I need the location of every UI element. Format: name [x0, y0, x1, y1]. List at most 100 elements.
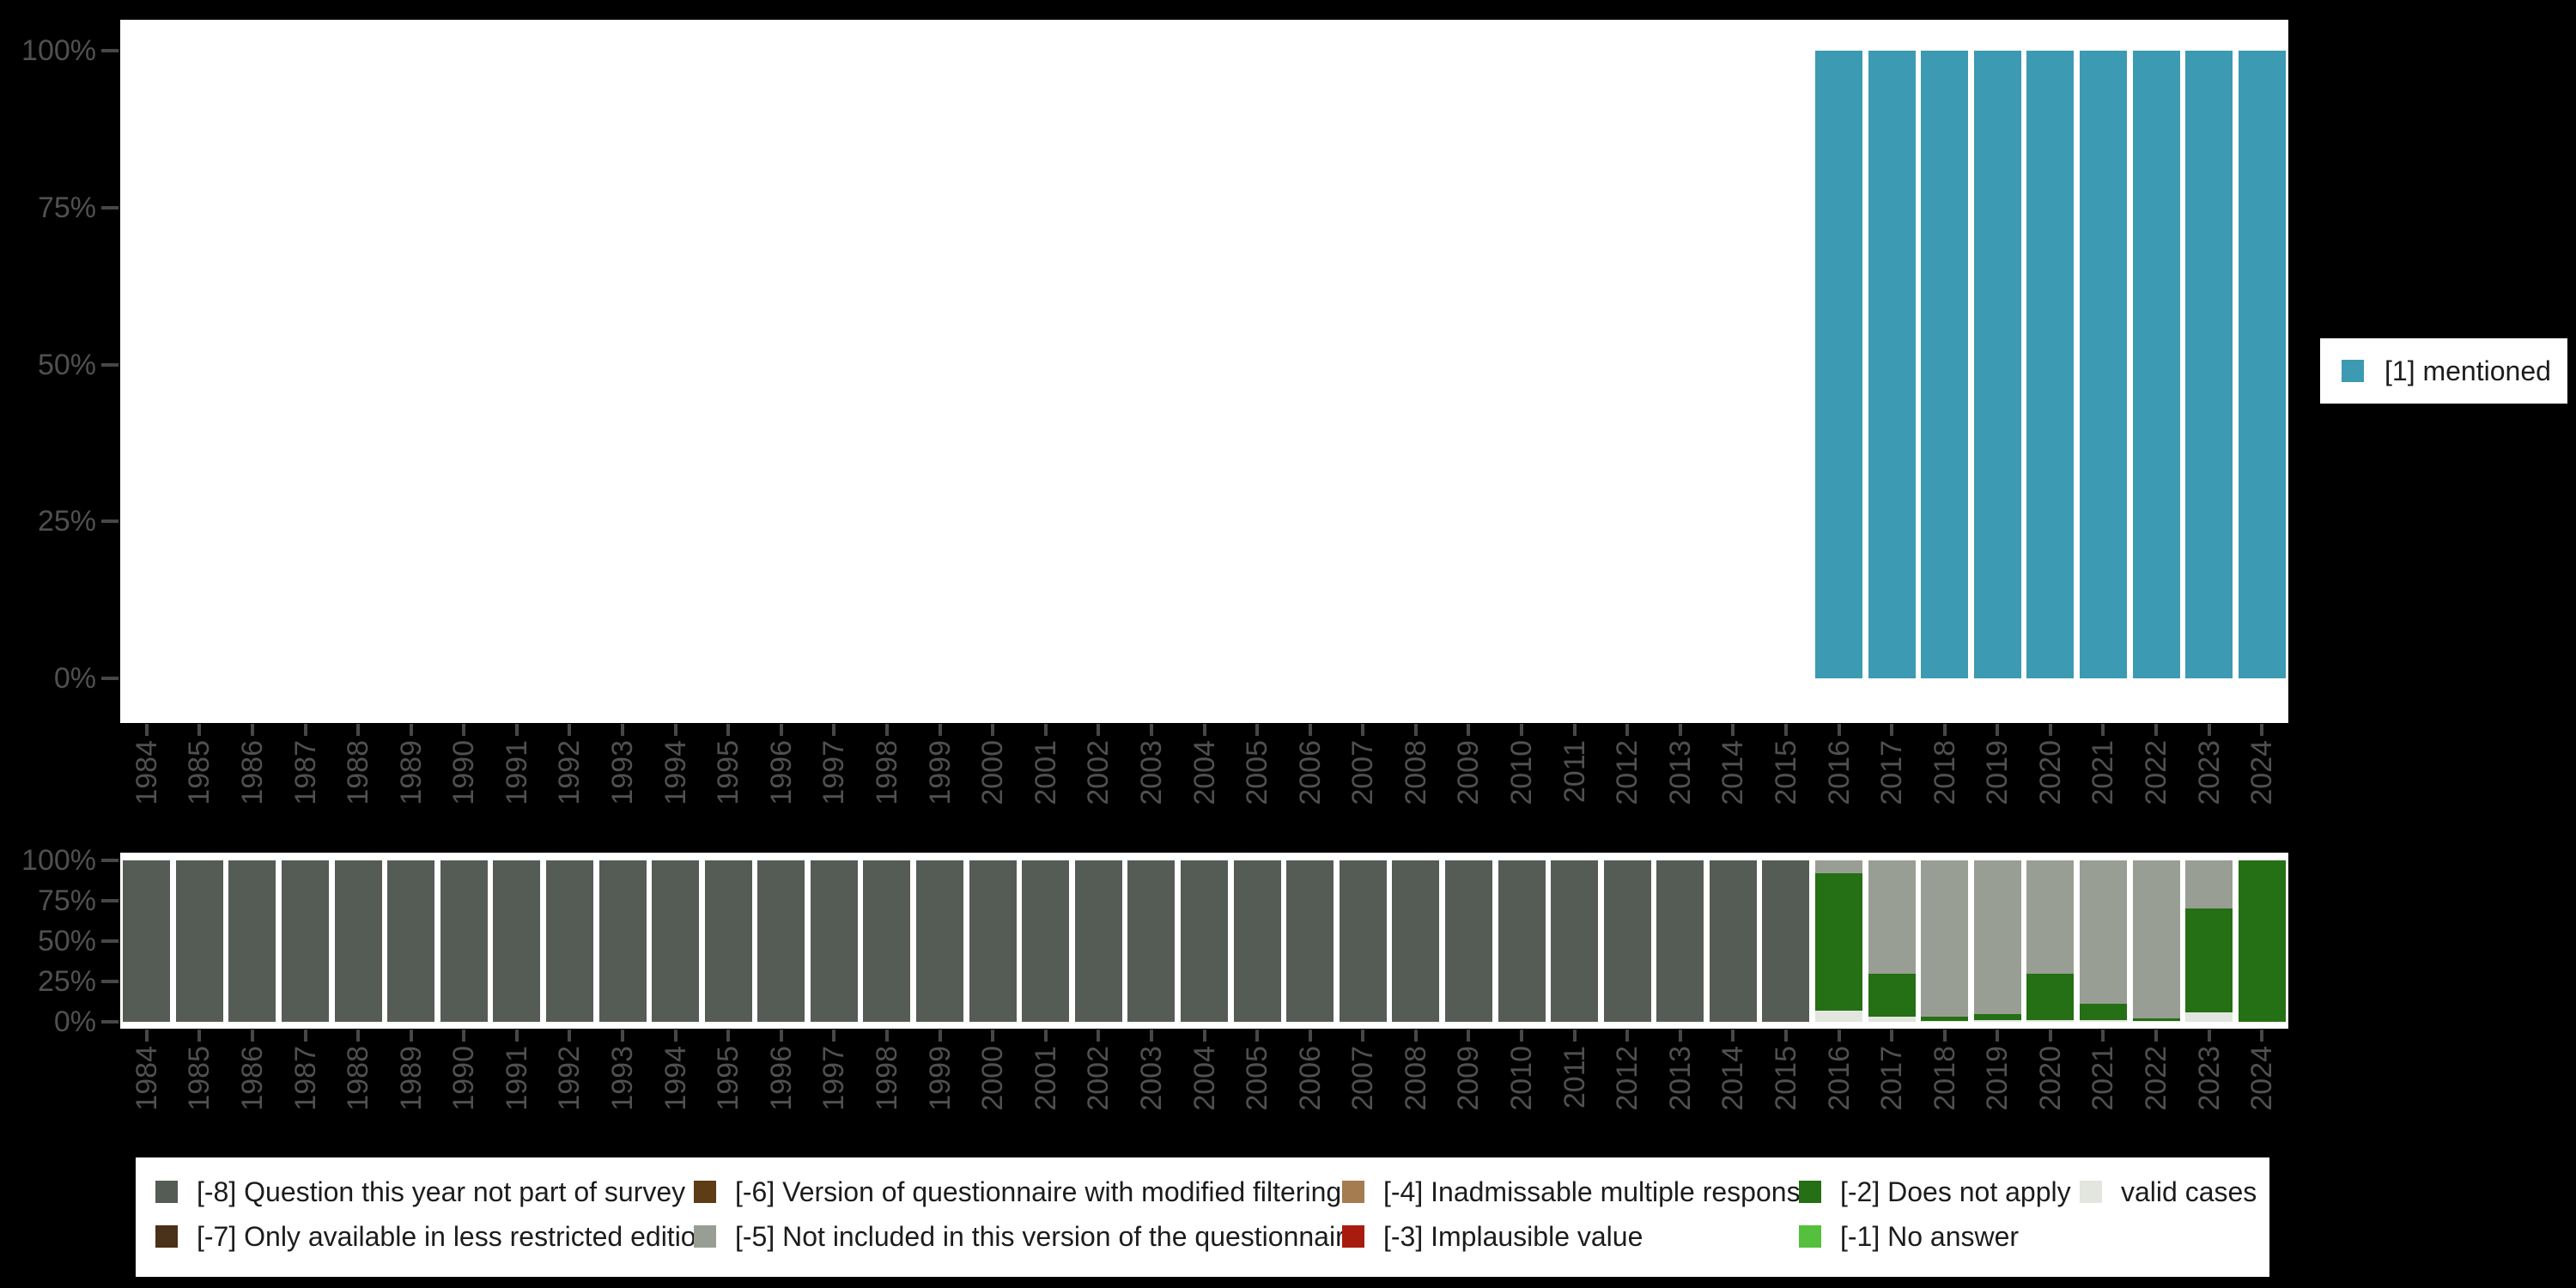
x-axis-year-label: 2003 [1134, 740, 1168, 805]
x-axis-tick [832, 724, 836, 736]
legend-label: [-3] Implausible value [1383, 1220, 1643, 1252]
y-axis-label: 0% [53, 662, 96, 695]
x-axis-year-label: 2015 [1769, 740, 1802, 805]
x-axis-tick [1520, 724, 1523, 736]
y-axis-tick [101, 980, 118, 983]
legend-item--3: [-3] Implausible value [1342, 1220, 1643, 1252]
y-axis-label: 50% [37, 925, 96, 957]
stack-segment-1991--8 [493, 860, 541, 1022]
legend-label: [-4] Inadmissable multiple response [1383, 1176, 1816, 1207]
stack-segment-2002--8 [1074, 860, 1122, 1022]
x-axis-tick [514, 1030, 519, 1042]
stack-segment-1989--8 [387, 860, 435, 1022]
legend-swatch--6 [694, 1181, 716, 1203]
stack-segment-2004--8 [1181, 860, 1228, 1022]
y-axis-label: 100% [21, 844, 96, 877]
stack-segment-2013--8 [1656, 860, 1704, 1022]
x-axis-year-label: 1985 [183, 1046, 216, 1111]
x-axis-year-label: 2004 [1188, 740, 1221, 805]
stack-segment-2001--8 [1022, 860, 1070, 1022]
x-axis-tick [2048, 724, 2052, 736]
x-axis-year-label: 2000 [976, 740, 1010, 805]
x-axis-tick [197, 724, 202, 736]
x-axis-year-label: 1997 [817, 1046, 851, 1111]
stack-segment-2023-valid [2185, 1012, 2233, 1022]
x-axis-tick [1467, 1030, 1471, 1042]
legend-item-valid: valid cases [2080, 1176, 2257, 1207]
x-axis-year-label: 2015 [1769, 1046, 1802, 1111]
stack-segment-2014--8 [1709, 860, 1757, 1022]
stack-segment-2021-valid [2079, 1020, 2127, 1022]
x-axis-year-label: 1987 [289, 1046, 322, 1111]
x-axis-tick [1255, 724, 1260, 736]
legend-item--7: [-7] Only available in less restricted e… [155, 1221, 711, 1252]
y-axis-tick [101, 49, 118, 52]
y-axis-tick [101, 362, 118, 367]
stack-segment-2007--8 [1339, 860, 1387, 1022]
x-axis-tick [250, 1030, 254, 1042]
x-axis-year-label: 2013 [1663, 1046, 1697, 1111]
x-axis-tick [250, 724, 254, 736]
x-axis-year-label: 1998 [870, 740, 903, 805]
x-axis-tick [779, 724, 783, 736]
x-axis-year-label: 1999 [923, 1046, 957, 1111]
stack-segment-2016-valid [1815, 1010, 1863, 1022]
x-axis-tick [1097, 724, 1101, 736]
x-axis-year-label: 1992 [553, 740, 586, 805]
x-axis-year-label: 2024 [2245, 1046, 2279, 1111]
x-axis-tick [462, 1030, 466, 1042]
x-axis-year-label: 2004 [1188, 1046, 1221, 1111]
y-axis-label: 25% [37, 505, 96, 538]
legend-item--8: [-8] Question this year not part of surv… [155, 1176, 685, 1207]
x-axis-tick [1783, 724, 1788, 736]
x-axis-year-label: 2001 [1029, 740, 1062, 805]
x-axis-year-label: 2005 [1241, 1046, 1274, 1111]
stack-segment-2008--8 [1392, 860, 1440, 1022]
x-axis-year-label: 2016 [1822, 740, 1856, 805]
x-axis-tick [356, 1030, 361, 1042]
stack-segment-2018--2 [1921, 1017, 1969, 1022]
x-axis-tick [2260, 724, 2264, 736]
x-axis-tick [2048, 1030, 2052, 1042]
stack-segment-2018--5 [1921, 860, 1969, 1018]
bottom-chart-legend: [-8] Question this year not part of surv… [136, 1157, 2269, 1277]
x-axis-year-label: 2005 [1241, 740, 1274, 805]
x-axis-year-label: 1984 [130, 1046, 163, 1111]
stack-segment-2019--2 [1973, 1013, 2021, 1021]
x-axis-tick [1942, 724, 1947, 736]
x-axis-year-label: 2022 [2140, 740, 2173, 805]
x-axis-year-label: 2014 [1716, 740, 1750, 805]
x-axis-tick [1783, 1030, 1788, 1042]
top-chart-legend: [1] mentioned [2320, 338, 2567, 404]
x-axis-year-label: 2023 [2192, 1046, 2226, 1111]
x-axis-tick [303, 724, 307, 736]
x-axis-tick [2207, 724, 2211, 736]
y-axis-label: 100% [21, 34, 96, 67]
x-axis-tick [621, 724, 625, 736]
x-axis-year-label: 1987 [289, 740, 322, 805]
bottom-chart-panel [120, 853, 2288, 1029]
y-axis-tick [101, 205, 118, 210]
stack-segment-2023--2 [2185, 908, 2233, 1012]
legend-item--4: [-4] Inadmissable multiple response [1342, 1176, 1816, 1207]
x-axis-year-label: 2008 [1399, 740, 1432, 805]
y-axis-tick [101, 677, 118, 680]
legend-swatch-valid [2080, 1181, 2102, 1203]
x-axis-year-label: 2020 [2033, 1046, 2067, 1111]
x-axis-tick [1520, 1030, 1523, 1042]
x-axis-year-label: 1997 [817, 740, 851, 805]
x-axis-tick [1837, 1030, 1841, 1042]
y-axis-tick [101, 939, 118, 943]
x-axis-tick [1413, 1030, 1418, 1042]
stack-segment-1992--8 [545, 860, 593, 1022]
legend-item--6: [-6] Version of questionnaire with modif… [694, 1176, 1341, 1207]
x-axis-tick [1942, 1030, 1947, 1042]
y-axis-label: 0% [53, 1005, 96, 1038]
x-axis-tick [1625, 1030, 1630, 1042]
x-axis-tick [1837, 724, 1841, 736]
stack-segment-1986--8 [228, 860, 276, 1022]
stack-segment-2017--5 [1868, 860, 1916, 974]
legend-swatch--5 [694, 1225, 716, 1248]
stack-segment-2015--8 [1762, 860, 1810, 1022]
mentioned-bar-2019 [1973, 51, 2021, 678]
